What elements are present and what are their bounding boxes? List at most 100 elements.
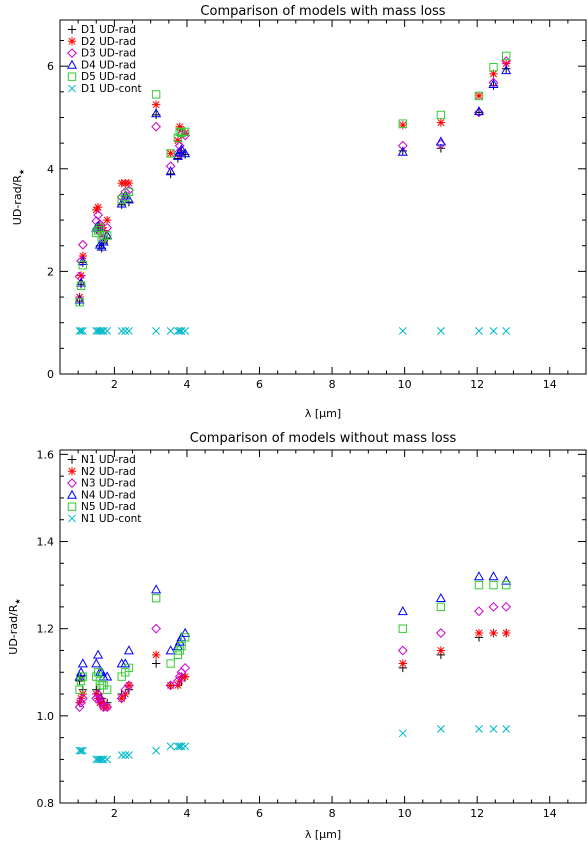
data-point	[166, 149, 175, 158]
data-point	[93, 668, 103, 677]
data-point	[78, 326, 87, 335]
data-point	[96, 241, 107, 251]
y-axis-label: UD-rad/R★	[7, 598, 22, 654]
data-point	[501, 65, 512, 75]
data-point	[489, 628, 498, 638]
legend-marker	[67, 467, 77, 476]
data-point	[172, 148, 183, 159]
data-point	[398, 659, 408, 668]
data-point	[397, 140, 408, 151]
data-point	[489, 724, 498, 733]
data-point	[124, 187, 134, 197]
data-point	[152, 326, 161, 335]
data-point	[180, 672, 190, 681]
data-point	[117, 694, 126, 703]
series-2	[75, 628, 511, 712]
legend-marker	[67, 72, 77, 81]
legend-marker	[67, 25, 77, 34]
data-point	[489, 326, 498, 335]
data-point	[180, 662, 191, 673]
data-point	[177, 641, 186, 651]
data-point	[151, 100, 161, 109]
data-point	[473, 106, 485, 116]
data-point	[94, 239, 105, 249]
legend-marker	[66, 59, 78, 69]
data-point	[76, 672, 86, 681]
data-point	[75, 667, 87, 677]
data-point	[435, 592, 446, 603]
data-point	[102, 702, 113, 713]
x-tick-label: 10	[398, 378, 412, 391]
data-point	[174, 140, 185, 151]
data-point	[93, 203, 103, 212]
data-point	[501, 575, 512, 585]
data-point	[435, 136, 446, 146]
data-point	[78, 672, 88, 681]
data-point	[501, 601, 512, 612]
data-point	[489, 580, 498, 590]
data-point	[501, 628, 511, 638]
data-point	[77, 693, 88, 704]
data-point	[95, 326, 104, 335]
data-point	[502, 724, 511, 733]
data-point	[181, 742, 190, 751]
data-point	[124, 681, 134, 690]
data-point	[398, 729, 407, 738]
data-point	[116, 693, 127, 704]
data-point	[77, 658, 88, 668]
legend-marker	[67, 48, 77, 59]
legend-label: D3 UD-rad	[81, 48, 136, 60]
data-point	[117, 326, 126, 335]
y-tick-label: 1.4	[37, 536, 55, 549]
data-point	[180, 130, 191, 141]
data-point	[93, 649, 104, 659]
x-axis-label: λ [μm]	[305, 828, 341, 841]
data-point	[501, 580, 511, 590]
data-point	[165, 680, 176, 691]
data-point	[123, 645, 134, 655]
data-point	[117, 751, 126, 759]
x-tick-label: 14	[543, 378, 557, 391]
data-point	[181, 326, 190, 335]
data-point	[123, 194, 134, 204]
chart-panel-2: Comparison of models without mass loss 2 4…	[7, 431, 587, 841]
data-point	[121, 751, 130, 759]
data-point	[98, 702, 109, 713]
data-point	[475, 326, 483, 335]
data-point	[166, 659, 175, 668]
data-point	[488, 78, 499, 88]
plot-frame	[59, 449, 587, 804]
data-point	[436, 602, 446, 612]
data-point	[103, 755, 112, 764]
data-point	[75, 326, 84, 335]
x-tick-label: 4	[183, 807, 190, 820]
data-point	[173, 154, 183, 163]
legend-label: N5 UD-rad	[81, 501, 136, 513]
data-point	[97, 233, 106, 243]
series-5	[75, 580, 511, 694]
x-tick-label: 4	[183, 378, 190, 391]
data-point	[94, 693, 105, 704]
data-point	[151, 584, 162, 594]
data-point	[176, 144, 187, 154]
data-point	[93, 210, 103, 220]
data-point	[173, 136, 183, 145]
data-point	[165, 161, 176, 172]
x-tick-label: 14	[543, 807, 557, 820]
legend-label: D1 UD-rad	[81, 24, 136, 36]
data-point	[76, 281, 86, 290]
y-axis-label: UD-rad/R★	[11, 169, 26, 225]
legend-label: D5 UD-rad	[81, 71, 136, 83]
data-point	[77, 326, 85, 335]
data-point	[398, 326, 407, 335]
data-point	[165, 645, 176, 655]
data-point	[166, 742, 175, 751]
data-point	[97, 698, 106, 707]
legend-marker	[67, 455, 77, 464]
legend-label: D2 UD-rad	[81, 36, 136, 48]
plot-frame	[59, 19, 587, 375]
y-tick-label: 4	[47, 163, 54, 176]
legend-marker	[66, 489, 78, 499]
data-point	[436, 646, 446, 655]
